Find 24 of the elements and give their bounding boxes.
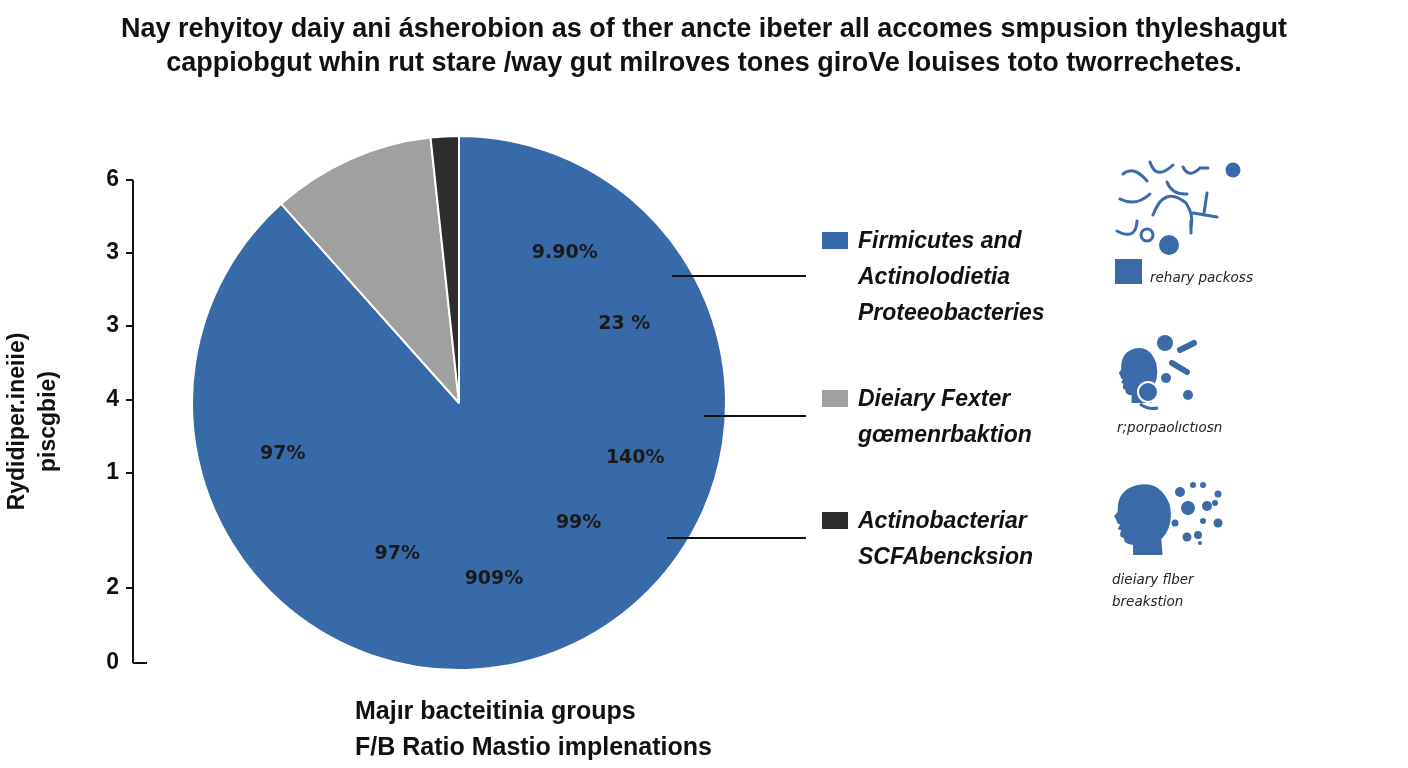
text: 97%: [260, 440, 306, 463]
text: 3: [106, 311, 119, 338]
text: r;porpaolıctıosn: [1117, 418, 1224, 437]
text: dieiary flber breakstion: [1112, 570, 1195, 611]
text: Rydidiper.ineiie) piscgbie): [3, 332, 61, 511]
text: 3: [106, 238, 119, 265]
chart-title: Nay rehyitoy daiy ani ásherobion as of ther ancte ibeter all accomes smpusion thyleshagut cappiobgut whin rut stare /way gut milroves tones giroVe louises toto tworrechetes.: [120, 12, 1288, 79]
legend-label: Actinobacteriar SCFAbencksion: [858, 506, 1035, 571]
legend-label: Firmicutes and Actinolodietia Proteeobacteries: [858, 226, 1046, 327]
text: 0: [106, 648, 119, 675]
text: rehary packoss: [1150, 268, 1254, 287]
text: 97%: [374, 541, 421, 564]
text: 6: [106, 165, 119, 192]
text: 1: [106, 458, 120, 485]
text: 2: [106, 573, 119, 600]
legend-label: Dieiary Fexter gœmenrbaktion: [858, 384, 1033, 449]
text: 4: [106, 385, 120, 412]
text: 23 %: [598, 311, 651, 334]
text: 99%: [555, 510, 602, 533]
text: 909%: [464, 566, 524, 589]
text: 140%: [605, 444, 665, 467]
text: 9.90%: [531, 239, 598, 262]
text: F/B Ratio Mastio implenations: [355, 731, 712, 762]
text: Majır bacteitinia groups: [355, 695, 637, 726]
